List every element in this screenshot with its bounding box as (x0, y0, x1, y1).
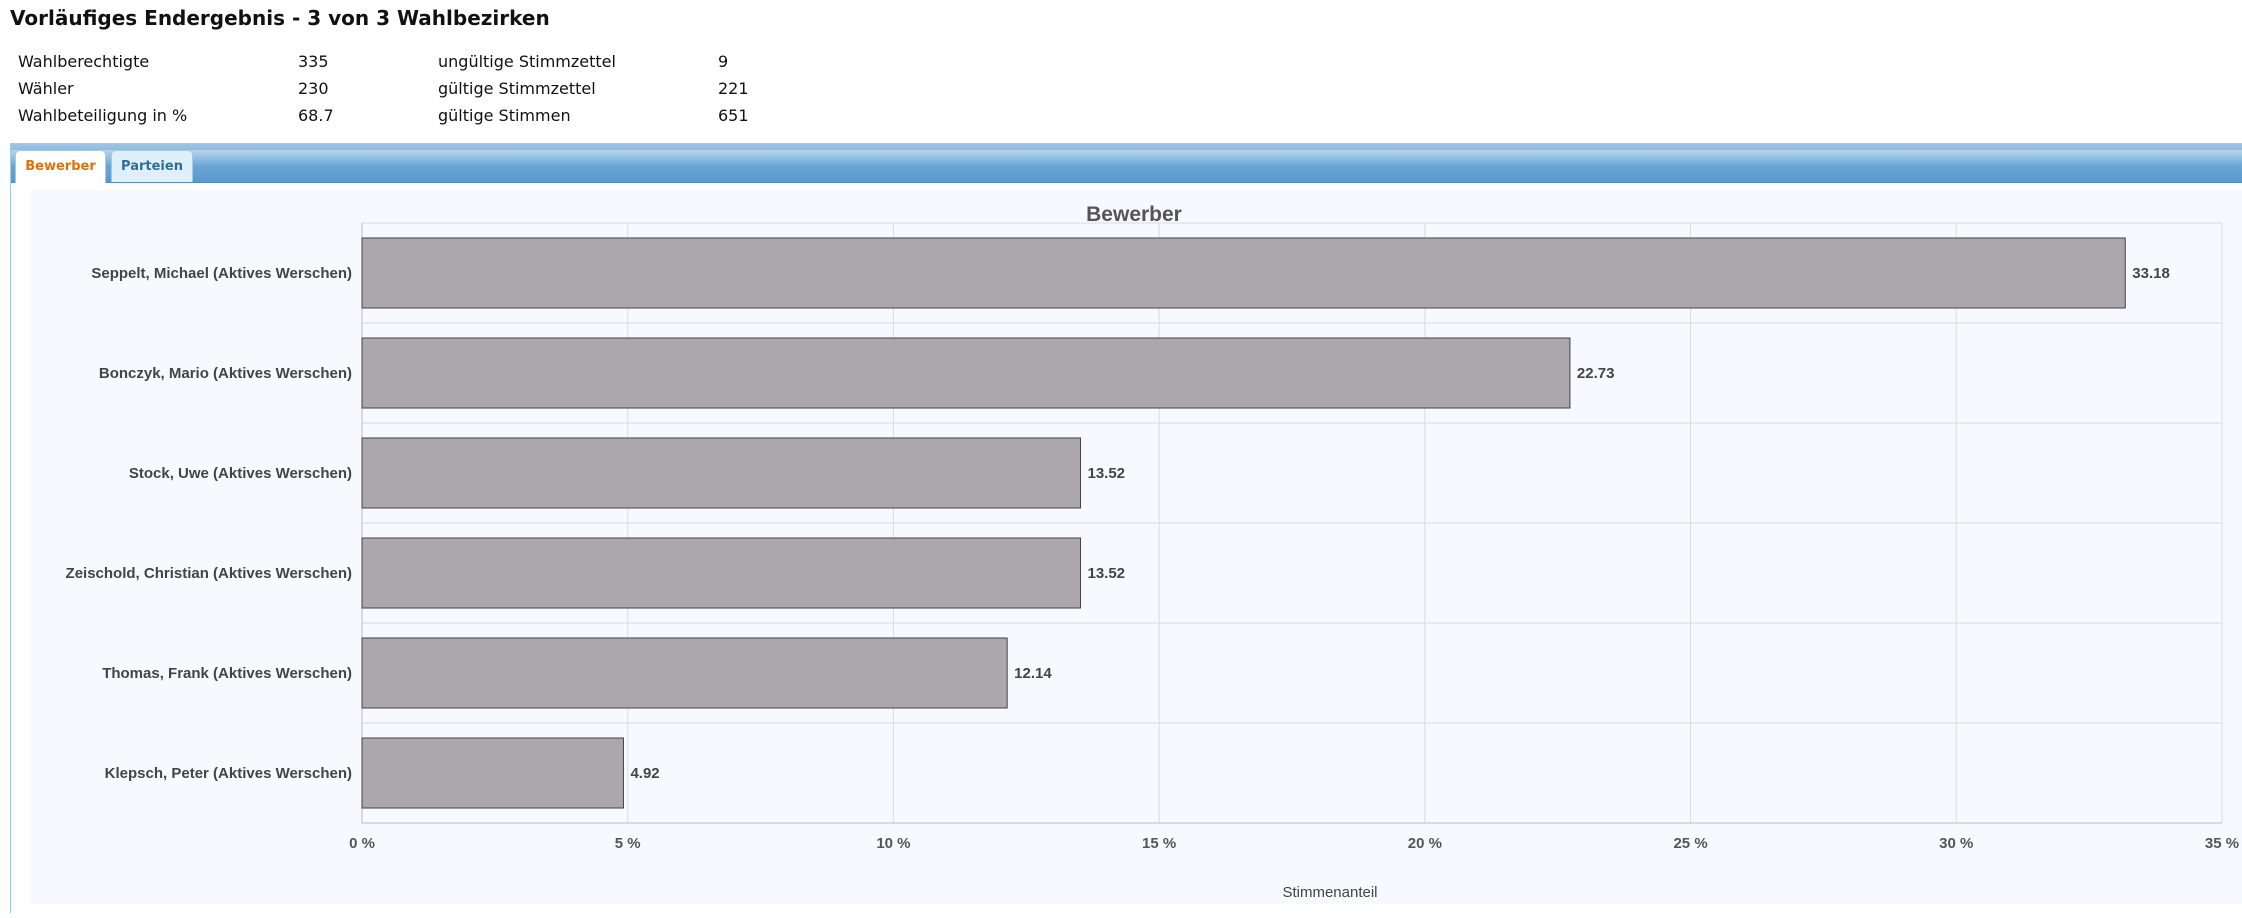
stat-value: 9 (718, 52, 729, 71)
stat-label: ungültige Stimmzettel (438, 52, 616, 71)
tab-bewerber[interactable]: Bewerber (15, 150, 106, 183)
stat-label: Wähler (18, 79, 74, 98)
x-tick-label: 15 % (1142, 835, 1176, 852)
stats-row: Wahlberechtigte 335 ungültige Stimmzette… (18, 52, 918, 79)
grid-lines (361, 222, 2223, 824)
data-label: 13.52 (1087, 565, 1125, 582)
x-tick-label: 10 % (876, 835, 910, 852)
stat-value: 221 (718, 79, 749, 98)
x-axis-ticks: 0 % 5 % 10 % 15 % 20 % 25 % 30 % 35 % (349, 835, 2239, 852)
category-label: Seppelt, Michael (Aktives Werschen) (91, 265, 352, 282)
bar[interactable] (361, 737, 624, 809)
bars: 33.18 22.73 13.52 13.52 12.14 4.92 (361, 237, 2170, 809)
stats-table: Wahlberechtigte 335 ungültige Stimmzette… (18, 52, 918, 133)
tab-bar: Bewerber Parteien (11, 144, 2242, 183)
x-tick-label: 5 % (615, 835, 641, 852)
bar[interactable] (361, 537, 1081, 609)
stat-value: 651 (718, 106, 749, 125)
chart-panel: Bewerber 33.18 22.73 13.52 13.52 12.14 4.92 S… (31, 190, 2242, 904)
x-axis-label: Stimmenanteil (1282, 884, 1377, 901)
data-label: 33.18 (2132, 265, 2170, 282)
stat-value: 68.7 (298, 106, 334, 125)
stat-label: gültige Stimmen (438, 106, 571, 125)
category-label: Thomas, Frank (Aktives Werschen) (102, 665, 352, 682)
x-tick-label: 35 % (2205, 835, 2239, 852)
data-label: 12.14 (1014, 665, 1052, 682)
stat-label: Wahlbeteiligung in % (18, 106, 188, 125)
category-label: Bonczyk, Mario (Aktives Werschen) (99, 365, 352, 382)
bar-chart: Bewerber 33.18 22.73 13.52 13.52 12.14 4.92 S… (31, 190, 2242, 904)
category-labels: Seppelt, Michael (Aktives Werschen) Boncz… (66, 265, 352, 782)
tab-parteien[interactable]: Parteien (111, 150, 193, 182)
x-tick-label: 25 % (1673, 835, 1707, 852)
data-label: 22.73 (1577, 365, 1615, 382)
page-title: Vorläufiges Endergebnis - 3 von 3 Wahlbe… (10, 6, 550, 30)
bar[interactable] (361, 337, 1571, 409)
results-tabs: Bewerber Parteien Bewerber 33.18 22.73 13.… (10, 143, 2242, 913)
stat-value: 230 (298, 79, 329, 98)
data-label: 13.52 (1087, 465, 1125, 482)
category-label: Zeischold, Christian (Aktives Werschen) (66, 565, 352, 582)
chart-title: Bewerber (1086, 203, 1182, 226)
x-tick-label: 30 % (1939, 835, 1973, 852)
stats-row: Wahlbeteiligung in % 68.7 gültige Stimme… (18, 106, 918, 133)
bar[interactable] (361, 437, 1081, 509)
stats-row: Wähler 230 gültige Stimmzettel 221 (18, 79, 918, 106)
bar[interactable] (361, 237, 2126, 309)
data-label: 4.92 (630, 765, 659, 782)
bar[interactable] (361, 637, 1008, 709)
category-label: Klepsch, Peter (Aktives Werschen) (105, 765, 352, 782)
category-label: Stock, Uwe (Aktives Werschen) (129, 465, 352, 482)
x-tick-label: 0 % (349, 835, 375, 852)
x-tick-label: 20 % (1408, 835, 1442, 852)
stat-value: 335 (298, 52, 329, 71)
stat-label: gültige Stimmzettel (438, 79, 596, 98)
stat-label: Wahlberechtigte (18, 52, 150, 71)
